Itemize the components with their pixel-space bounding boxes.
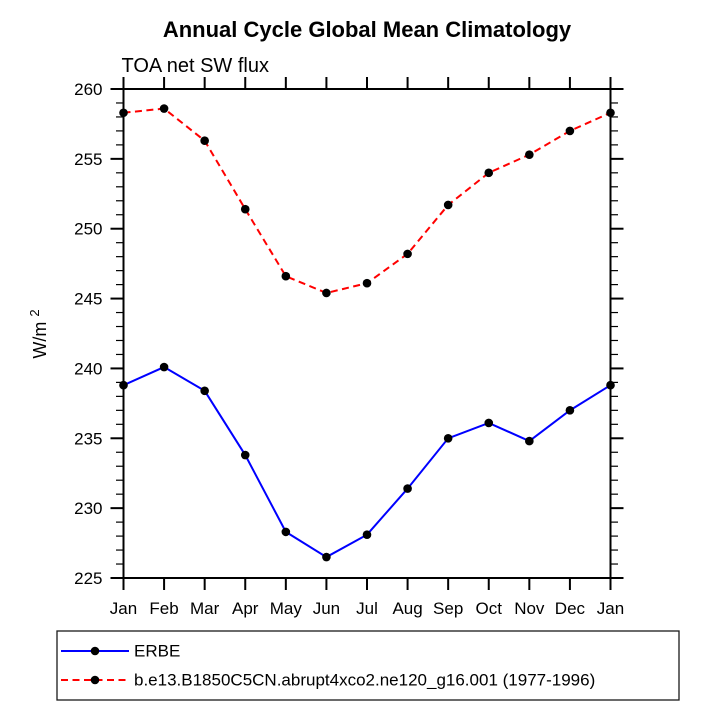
data-point-series-0 xyxy=(565,406,575,415)
x-tick-label: Mar xyxy=(190,599,220,618)
x-tick-label: Apr xyxy=(232,599,259,618)
legend-sample-marker-0 xyxy=(90,646,100,656)
y-tick-label: 235 xyxy=(74,429,102,448)
y-axis-label-superscript: 2 xyxy=(27,309,42,316)
x-tick-label: Jul xyxy=(356,599,378,618)
y-tick-label: 260 xyxy=(74,80,102,99)
y-tick-label: 255 xyxy=(74,150,102,169)
data-point-series-1 xyxy=(565,126,575,136)
x-tick-label: Aug xyxy=(392,599,422,618)
chart-title: Annual Cycle Global Mean Climatology xyxy=(163,17,572,42)
data-point-series-0 xyxy=(403,484,412,493)
legend-label-erbe: ERBE xyxy=(134,642,180,661)
data-point-series-1 xyxy=(362,278,372,288)
x-tick-label: Feb xyxy=(149,599,178,618)
data-point-series-1 xyxy=(159,104,169,113)
y-tick-label: 230 xyxy=(74,499,102,518)
y-tick-label: 245 xyxy=(74,290,102,309)
plot-series xyxy=(119,104,615,562)
data-point-series-0 xyxy=(443,433,453,443)
legend-samples xyxy=(61,646,129,685)
y-tick-label: 250 xyxy=(74,220,102,239)
data-point-series-1 xyxy=(443,200,453,210)
legend-sample-marker-1 xyxy=(90,675,100,685)
data-point-series-1 xyxy=(281,271,291,281)
data-point-series-1 xyxy=(200,136,209,145)
axes: 225 230 235 240 245 250 255 260 Jan Feb Mar Apr May J… xyxy=(74,77,624,618)
data-point-series-1 xyxy=(525,150,534,159)
data-point-series-0 xyxy=(119,380,128,390)
chart-subtitle: TOA net SW flux xyxy=(122,55,269,77)
data-point-series-0 xyxy=(281,527,291,537)
legend-label-model-run: b.e13.B1850C5CN.abrupt4xco2.ne120_g16.00… xyxy=(134,671,595,690)
legend-box xyxy=(56,630,680,701)
x-tick-label: Sep xyxy=(433,599,463,618)
series-line-1 xyxy=(123,107,611,295)
plot-frame xyxy=(122,88,612,579)
data-point-series-0 xyxy=(525,436,534,446)
data-point-series-1 xyxy=(403,249,412,259)
x-tick-label: Jan xyxy=(110,599,137,618)
y-tick-label: 225 xyxy=(74,569,102,588)
data-point-series-1 xyxy=(484,168,494,178)
x-tick-label: May xyxy=(270,599,303,618)
x-tick-label: Jan xyxy=(597,599,624,618)
data-point-series-1 xyxy=(606,108,615,118)
data-point-series-0 xyxy=(240,450,250,460)
data-point-series-0 xyxy=(159,362,169,372)
data-point-series-1 xyxy=(322,288,331,298)
series-line-0 xyxy=(123,365,612,559)
data-point-series-1 xyxy=(119,108,128,118)
y-tick-label: 240 xyxy=(74,359,102,378)
data-point-series-0 xyxy=(606,380,615,390)
x-tick-label: Oct xyxy=(476,599,503,618)
data-point-series-0 xyxy=(322,552,331,562)
data-point-series-1 xyxy=(240,204,250,214)
x-tick-label: Dec xyxy=(555,599,586,618)
data-point-series-0 xyxy=(362,530,372,539)
legend: ERBE b.e13.B1850C5CN.abrupt4xco2.ne120_g… xyxy=(56,630,680,701)
y-axis-label-base: W/m xyxy=(30,322,50,359)
x-tick-label: Jun xyxy=(313,599,340,618)
data-point-series-0 xyxy=(200,386,209,396)
data-point-series-0 xyxy=(484,418,494,428)
x-tick-label: Nov xyxy=(514,599,545,618)
y-axis-label: W/m 2 xyxy=(27,309,50,358)
